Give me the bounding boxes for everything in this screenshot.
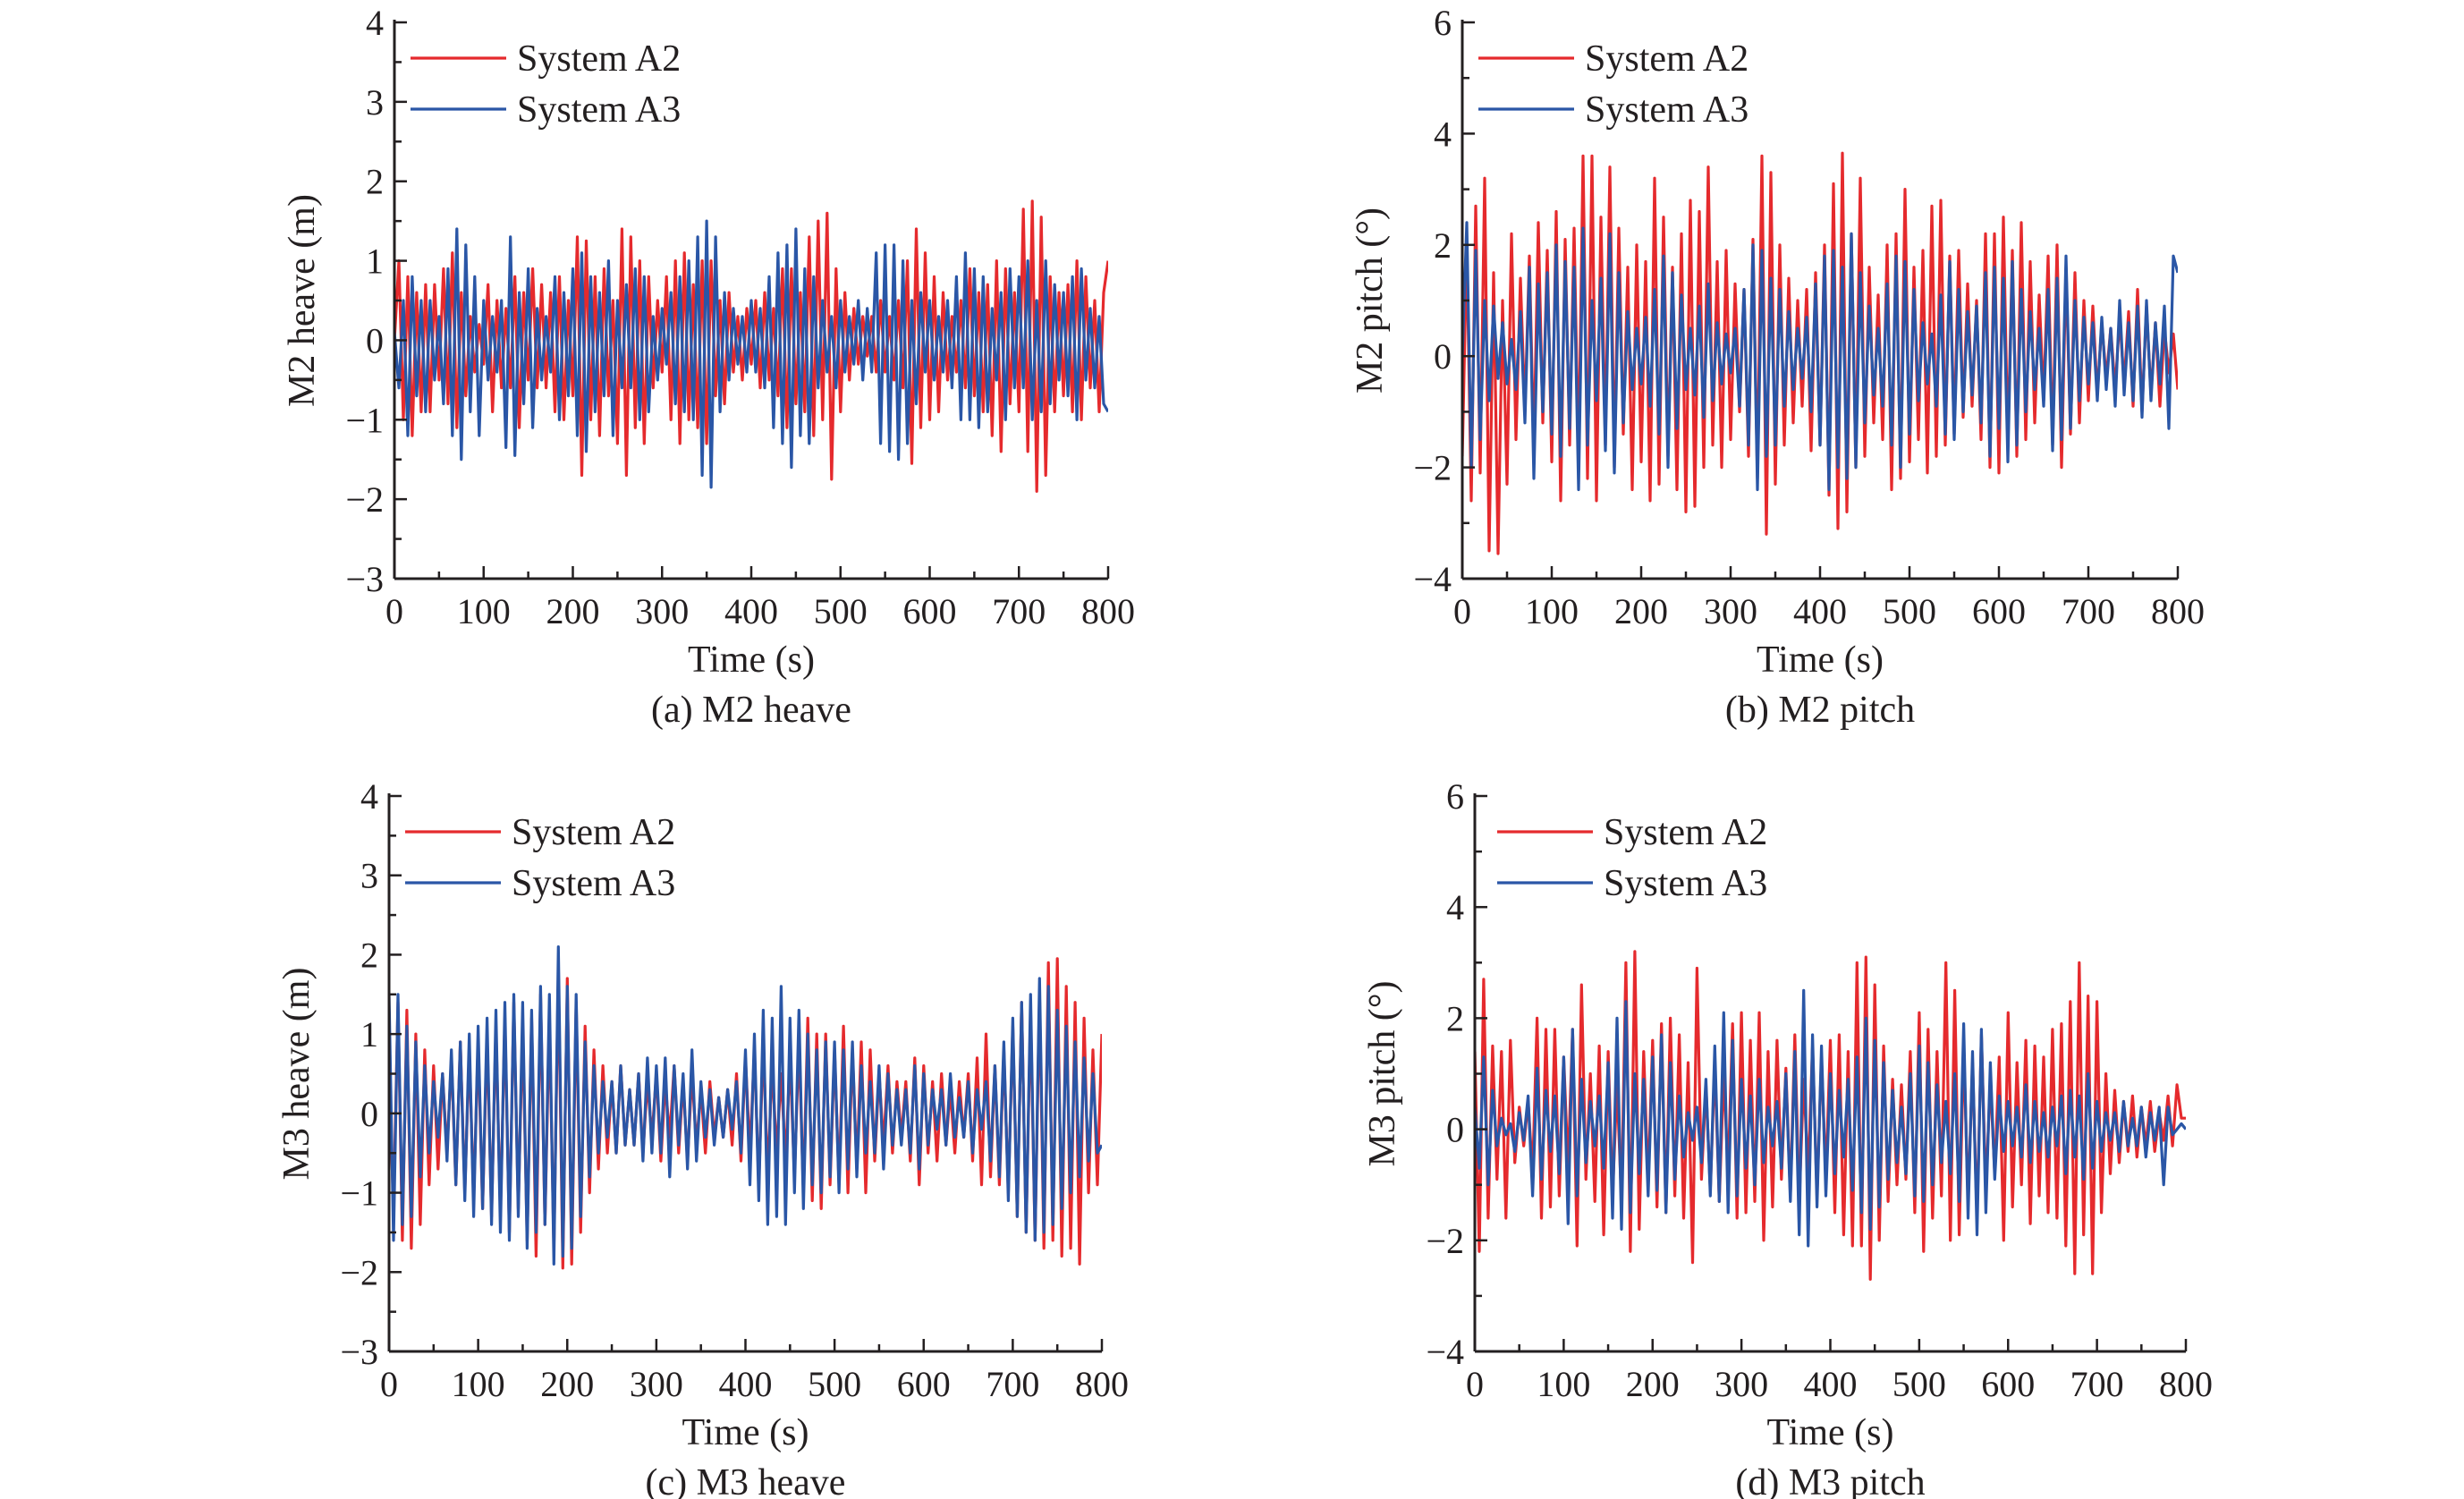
y-tick-label: 0 [360, 1094, 378, 1134]
x-tick-label: 800 [1081, 591, 1135, 631]
legend-label: System A3 [1604, 863, 1767, 904]
y-tick-label: −2 [345, 479, 384, 520]
series-line-system-a3 [1475, 988, 2186, 1248]
y-tick-label: 6 [1434, 3, 1452, 43]
legend: System A2 System A3 [411, 38, 681, 131]
x-tick-label: 500 [808, 1364, 861, 1404]
x-tick-label: 0 [1453, 591, 1471, 631]
x-tick-label: 400 [1804, 1364, 1858, 1404]
x-tick-label: 400 [719, 1364, 773, 1404]
x-tick-label: 300 [1704, 591, 1757, 631]
x-axis-label: Time (s) [1757, 639, 1884, 681]
panel-c: 0 100 200 300 400 500 600 700 800 −3 −2 −1 0 1 2 3 4 Time… [276, 776, 1129, 1499]
y-tick-label: −4 [1413, 559, 1452, 599]
y-tick-label: −1 [340, 1173, 378, 1214]
legend-label: System A2 [512, 812, 675, 853]
y-tick-label: −3 [345, 559, 384, 599]
x-tick-label: 200 [546, 591, 600, 631]
x-tick-label: 700 [986, 1364, 1039, 1404]
y-tick-label: −2 [1413, 448, 1452, 488]
x-tick-label: 700 [992, 591, 1046, 631]
x-tick-label: 100 [1525, 591, 1579, 631]
series-line-system-a3 [394, 219, 1108, 489]
panel-caption: (a) M2 heave [651, 690, 851, 731]
x-tick-label: 500 [1883, 591, 1936, 631]
y-axis-label: M3 heave (m) [276, 968, 318, 1181]
legend: System A2 System A3 [405, 812, 675, 904]
y-tick-label: 0 [1434, 336, 1452, 377]
y-tick-label: 0 [1446, 1110, 1464, 1150]
x-tick-label: 800 [2151, 591, 2205, 631]
x-tick-label: 600 [897, 1364, 951, 1404]
legend-label: System A2 [517, 38, 681, 80]
x-tick-label: 300 [1715, 1364, 1768, 1404]
y-tick-label: −1 [345, 400, 384, 440]
x-tick-label: 200 [540, 1364, 594, 1404]
x-tick-label: 200 [1614, 591, 1668, 631]
panel-caption: (d) M3 pitch [1735, 1462, 1925, 1499]
x-tick-label: 800 [2159, 1364, 2213, 1404]
x-tick-label: 600 [1981, 1364, 2035, 1404]
series-line-system-a2 [389, 957, 1102, 1270]
panel-a: 0 100 200 300 400 500 600 700 800 −3 −2 −1 0 1 2 3 4 Time… [282, 3, 1135, 731]
x-tick-label: 100 [1537, 1364, 1590, 1404]
x-tick-label: 800 [1075, 1364, 1129, 1404]
series-line-system-a2 [1462, 151, 2178, 555]
x-axis-label: Time (s) [1767, 1412, 1894, 1453]
y-tick-label: 1 [360, 1014, 378, 1054]
y-tick-label: 3 [360, 856, 378, 896]
panel-caption: (c) M3 heave [646, 1462, 846, 1499]
legend-label: System A2 [1604, 812, 1767, 853]
y-axis-label: M2 heave (m) [282, 194, 323, 407]
y-tick-label: −3 [340, 1332, 378, 1372]
x-axis-label: Time (s) [688, 639, 815, 681]
panel-caption: (b) M2 pitch [1725, 690, 1915, 731]
x-tick-label: 0 [385, 591, 403, 631]
x-tick-label: 200 [1626, 1364, 1680, 1404]
legend: System A2 System A3 [1497, 812, 1767, 904]
legend: System A2 System A3 [1478, 38, 1749, 131]
legend-label: System A2 [1585, 38, 1749, 80]
y-tick-label: 4 [366, 3, 384, 43]
x-tick-label: 500 [814, 591, 868, 631]
y-tick-label: 2 [1434, 225, 1452, 266]
y-tick-label: −2 [340, 1252, 378, 1292]
y-tick-label: 3 [366, 82, 384, 123]
series-line-system-a3 [1462, 221, 2178, 492]
series-line-system-a3 [389, 944, 1102, 1266]
x-tick-label: 0 [380, 1364, 398, 1404]
y-tick-label: −4 [1426, 1332, 1464, 1372]
panel-d: 0 100 200 300 400 500 600 700 800 −4 −2 0 2 4 6 Time (s… [1362, 776, 2213, 1499]
y-tick-label: 4 [1434, 114, 1452, 154]
y-tick-label: 0 [366, 320, 384, 360]
x-tick-label: 0 [1466, 1364, 1484, 1404]
x-tick-label: 100 [457, 591, 511, 631]
x-tick-label: 700 [2062, 591, 2115, 631]
x-tick-label: 600 [903, 591, 957, 631]
y-axis-label: M3 pitch (°) [1362, 980, 1403, 1166]
y-tick-label: −2 [1426, 1221, 1464, 1261]
x-tick-label: 400 [1793, 591, 1847, 631]
x-axis-label: Time (s) [682, 1412, 809, 1453]
y-tick-label: 2 [360, 935, 378, 975]
y-axis-label: M2 pitch (°) [1350, 207, 1391, 394]
legend-label: System A3 [512, 863, 675, 904]
y-tick-label: 6 [1446, 776, 1464, 817]
legend-label: System A3 [517, 89, 681, 131]
legend-label: System A3 [1585, 89, 1749, 131]
x-tick-label: 100 [452, 1364, 505, 1404]
y-tick-label: 2 [1446, 998, 1464, 1038]
y-tick-label: 4 [360, 776, 378, 817]
x-tick-label: 300 [630, 1364, 683, 1404]
y-tick-label: 2 [366, 162, 384, 202]
y-tick-label: 4 [1446, 887, 1464, 927]
x-tick-label: 400 [724, 591, 778, 631]
panel-b: 0 100 200 300 400 500 600 700 800 −4 −2 0 2 4 6 Time (s… [1350, 3, 2205, 731]
x-tick-label: 700 [2070, 1364, 2124, 1404]
x-tick-label: 500 [1892, 1364, 1946, 1404]
y-tick-label: 1 [366, 241, 384, 282]
x-tick-label: 600 [1972, 591, 2026, 631]
x-tick-label: 300 [635, 591, 689, 631]
